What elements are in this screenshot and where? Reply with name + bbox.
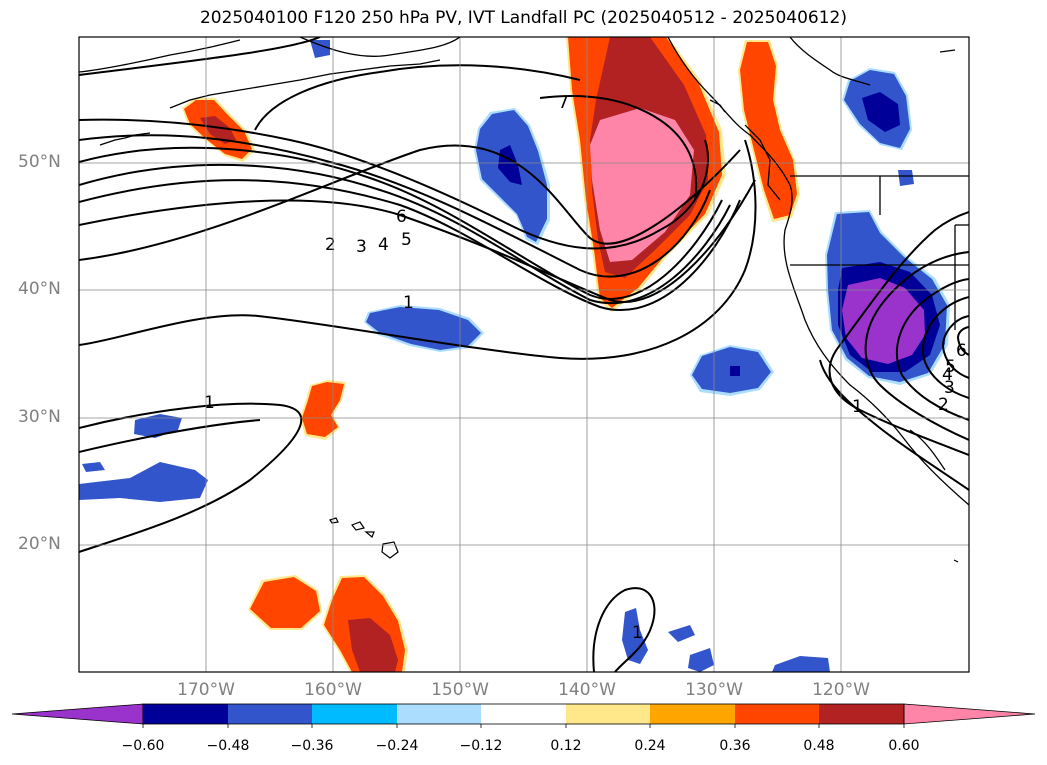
chart-title: 2025040100 F120 250 hPa PV, IVT Landfall… (199, 8, 847, 28)
contour-label: 5 (401, 230, 412, 250)
colorbar-extend-low (11, 703, 144, 725)
pc-shading (79, 37, 950, 672)
lat-label: 40°N (18, 279, 61, 299)
colorbar-swatch (397, 704, 481, 724)
colorbar-swatch (566, 704, 650, 724)
contour-label: 7 (558, 93, 569, 113)
lon-label: 140°W (558, 680, 616, 700)
positive-anomaly (348, 618, 398, 672)
gridlines (79, 37, 969, 672)
negative-anomaly (82, 462, 105, 472)
ivt-contours (79, 37, 969, 672)
colorbar-tick-label: −0.12 (459, 738, 503, 754)
positive-anomaly (200, 116, 236, 144)
colorbar-swatch (735, 704, 819, 724)
lon-label: 170°W (177, 680, 235, 700)
negative-anomaly (688, 648, 714, 672)
colorbar-tick-label: 0.60 (888, 738, 920, 754)
map-frame (78, 36, 970, 673)
contour-label: 6 (956, 341, 967, 361)
contour-label: 5 (945, 357, 956, 377)
contour-labels: 1 2 3 4 5 6 7 1 1 1 2 3 4 5 6 (204, 93, 967, 643)
lon-label: 120°W (812, 680, 870, 700)
contour-label: 2 (325, 235, 336, 255)
negative-anomaly (842, 278, 925, 364)
negative-anomaly (862, 92, 900, 132)
colorbar-swatch (650, 704, 735, 724)
colorbar-tick-label: −0.36 (290, 738, 334, 754)
colorbar-extend-high (903, 703, 1036, 725)
negative-anomaly (622, 608, 648, 664)
lon-label: 130°W (685, 680, 743, 700)
colorbar-tick-label: −0.24 (375, 738, 419, 754)
colorbar (11, 703, 1036, 728)
colorbar-tick-label: 0.12 (550, 738, 582, 754)
lat-label: 50°N (18, 152, 61, 172)
colorbar-tick-label: −0.48 (206, 738, 250, 754)
colorbar-swatch (143, 704, 228, 724)
hawaii-islands (329, 517, 959, 563)
lat-label: 20°N (18, 534, 61, 554)
negative-anomaly (366, 307, 481, 350)
coastlines (79, 37, 969, 506)
contour-label: 1 (852, 397, 863, 417)
positive-anomaly (302, 382, 344, 437)
contour-label: 4 (942, 365, 953, 385)
negative-anomaly (668, 625, 695, 642)
colorbar-swatch (228, 704, 312, 724)
positive-anomaly (740, 42, 797, 219)
lon-label: 160°W (304, 680, 362, 700)
negative-anomaly (772, 656, 830, 672)
colorbar-tick-label: 0.48 (803, 738, 835, 754)
colorbar-tick-label: 0.24 (634, 738, 666, 754)
negative-anomaly (498, 145, 522, 185)
contour-label: 1 (204, 393, 215, 413)
negative-anomaly (310, 40, 330, 58)
positive-anomaly (250, 577, 320, 628)
lat-label: 30°N (18, 407, 61, 427)
positive-anomaly (590, 108, 694, 262)
contour-label: 3 (356, 237, 367, 257)
contour-label: 2 (938, 395, 949, 415)
contour-label: 1 (632, 623, 643, 643)
colorbar-tick-label: 0.36 (719, 738, 751, 754)
contour-label: 3 (944, 378, 955, 398)
colorbar-swatch (312, 704, 397, 724)
colorbar-tick-label: −0.60 (121, 738, 165, 754)
contour-label: 4 (378, 235, 389, 255)
lon-label: 150°W (431, 680, 489, 700)
colorbar-swatch (481, 704, 566, 724)
negative-anomaly (79, 462, 208, 502)
contour-label: 1 (403, 293, 414, 313)
colorbar-swatch (819, 704, 904, 724)
negative-anomaly (730, 366, 740, 376)
contour-label: 6 (396, 207, 407, 227)
